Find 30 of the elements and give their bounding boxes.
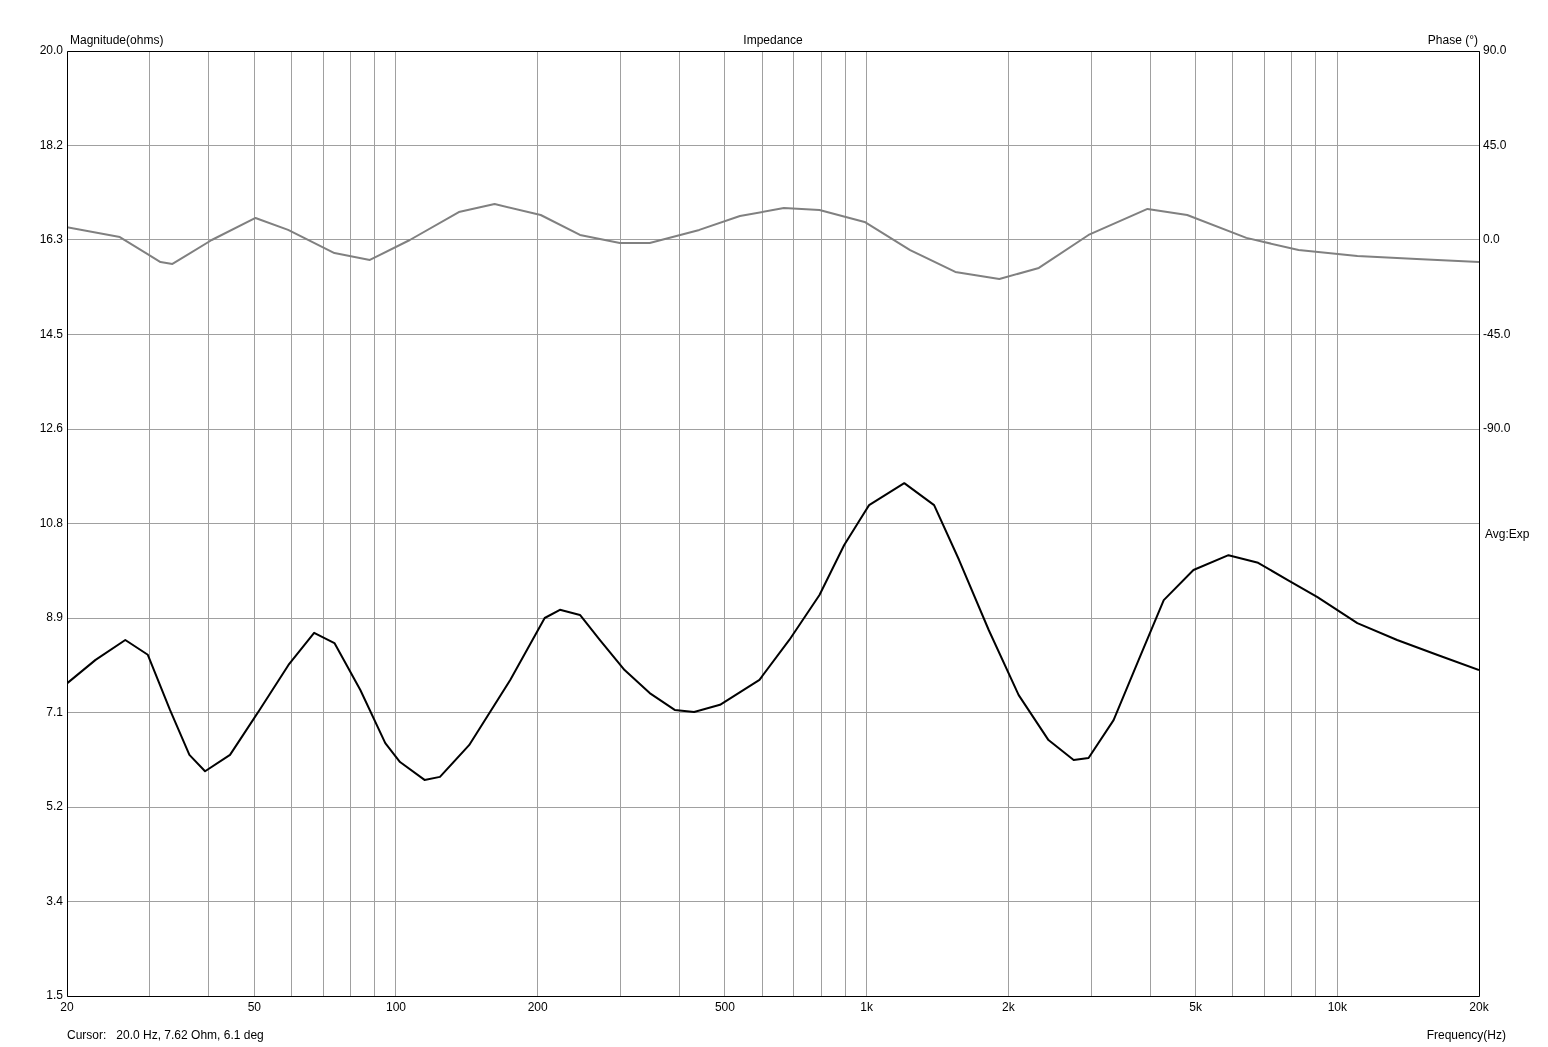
x-tick-label: 5k — [1189, 999, 1203, 1014]
y2-tick-label: 0.0 — [1483, 232, 1501, 247]
y-tick-label: 18.2 — [39, 137, 64, 152]
y-tick-label: 14.5 — [39, 326, 64, 341]
y-tick-label: 3.4 — [46, 893, 64, 908]
x-tick-label: 2k — [1001, 999, 1016, 1014]
text: Avg:Exp — [1485, 526, 1530, 541]
x-tick-label: 100 — [385, 999, 407, 1014]
x-axis-title: Frequency(Hz) — [1426, 1028, 1506, 1042]
x-tick-label: 200 — [527, 999, 548, 1014]
y-axis-title: Magnitude(ohms) — [70, 33, 164, 47]
x-tick-label: 500 — [714, 999, 736, 1014]
x-tick-label: 1k — [860, 999, 874, 1014]
chart-title: Impedance — [743, 33, 804, 47]
y-tick-label: 20.0 — [39, 43, 64, 58]
x-tick-label: 50 — [247, 999, 262, 1014]
y2-tick-label: -90.0 — [1483, 421, 1511, 436]
y2-tick-label: 90.0 — [1483, 43, 1507, 58]
y-tick-label: 10.8 — [39, 515, 64, 530]
text: Cursor: 20.0 Hz, 7.62 Ohm, 6.1 deg — [67, 1028, 264, 1042]
y-tick-label: 5.2 — [46, 799, 64, 814]
x-tick-label: 10k — [1327, 999, 1348, 1014]
y2-tick-label: -45.0 — [1483, 326, 1511, 341]
y-tick-label: 8.9 — [46, 610, 64, 625]
y-tick-label: 16.3 — [39, 232, 64, 247]
y-tick-label: 12.6 — [39, 421, 64, 436]
y2-axis-title: Phase (°) — [1427, 33, 1478, 47]
y2-tick-label: 45.0 — [1483, 137, 1507, 152]
x-tick-label: 20k — [1469, 999, 1490, 1014]
y-tick-label: 7.1 — [46, 704, 64, 719]
